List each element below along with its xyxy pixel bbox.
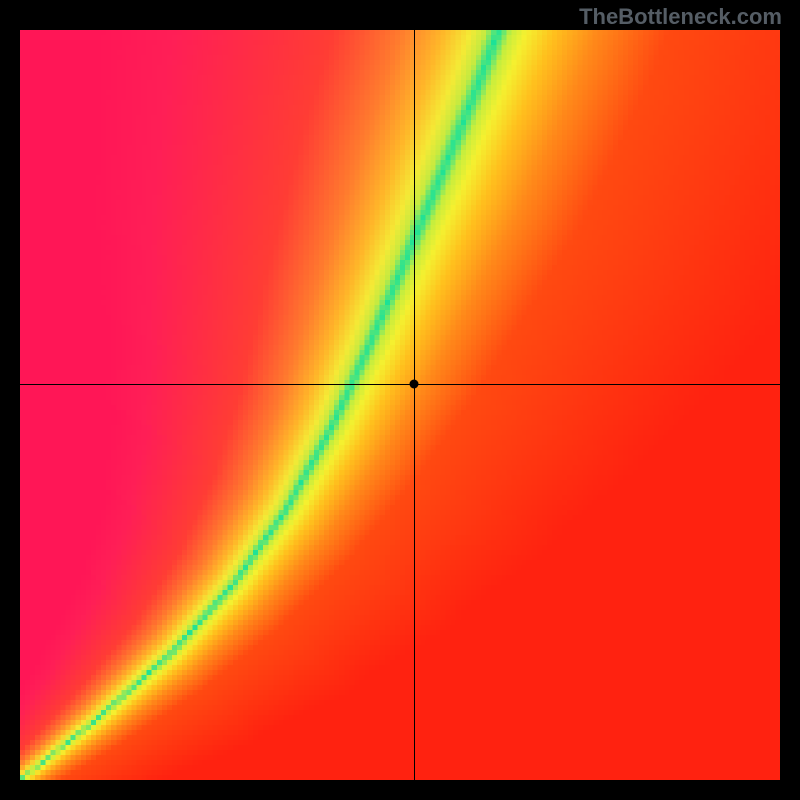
heatmap-plot [20, 30, 780, 780]
heatmap-canvas [20, 30, 780, 780]
crosshair-horizontal [20, 384, 780, 385]
chart-frame: TheBottleneck.com [0, 0, 800, 800]
watermark-text: TheBottleneck.com [579, 4, 782, 30]
crosshair-vertical [414, 30, 415, 780]
crosshair-dot [409, 380, 418, 389]
